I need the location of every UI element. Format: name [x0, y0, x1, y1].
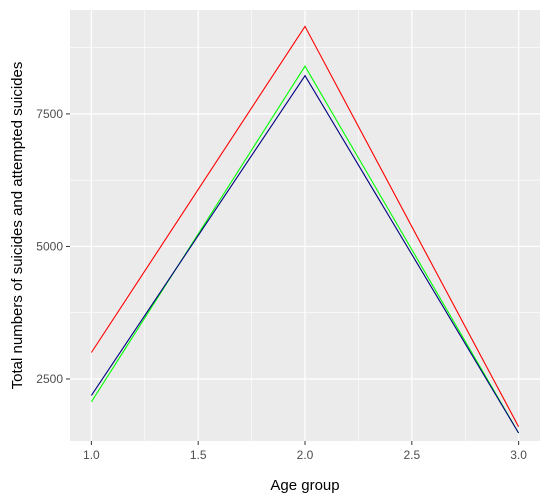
x-tick-label: 1.5: [190, 448, 207, 462]
y-axis-title: Total numbers of suicides and attempted …: [9, 62, 26, 390]
x-tick-label: 2.0: [297, 448, 314, 462]
series-line-2: [90, 65, 520, 434]
series-line-1: [90, 25, 520, 427]
axis-ticks: [66, 113, 520, 445]
series-layer: [90, 25, 520, 434]
x-tick-label: 3.0: [510, 448, 527, 462]
y-tick-labels: 2500 5000 7500: [36, 107, 63, 386]
x-axis-title: Age group: [270, 477, 339, 494]
y-tick-label: 7500: [36, 107, 63, 121]
series-line-3: [90, 74, 520, 434]
x-tick-labels: 1.0 1.5 2.0 2.5 3.0: [83, 448, 527, 462]
y-tick-label: 5000: [36, 239, 63, 253]
x-tick-label: 2.5: [403, 448, 420, 462]
y-tick-label: 2500: [36, 372, 63, 386]
x-tick-label: 1.0: [83, 448, 100, 462]
